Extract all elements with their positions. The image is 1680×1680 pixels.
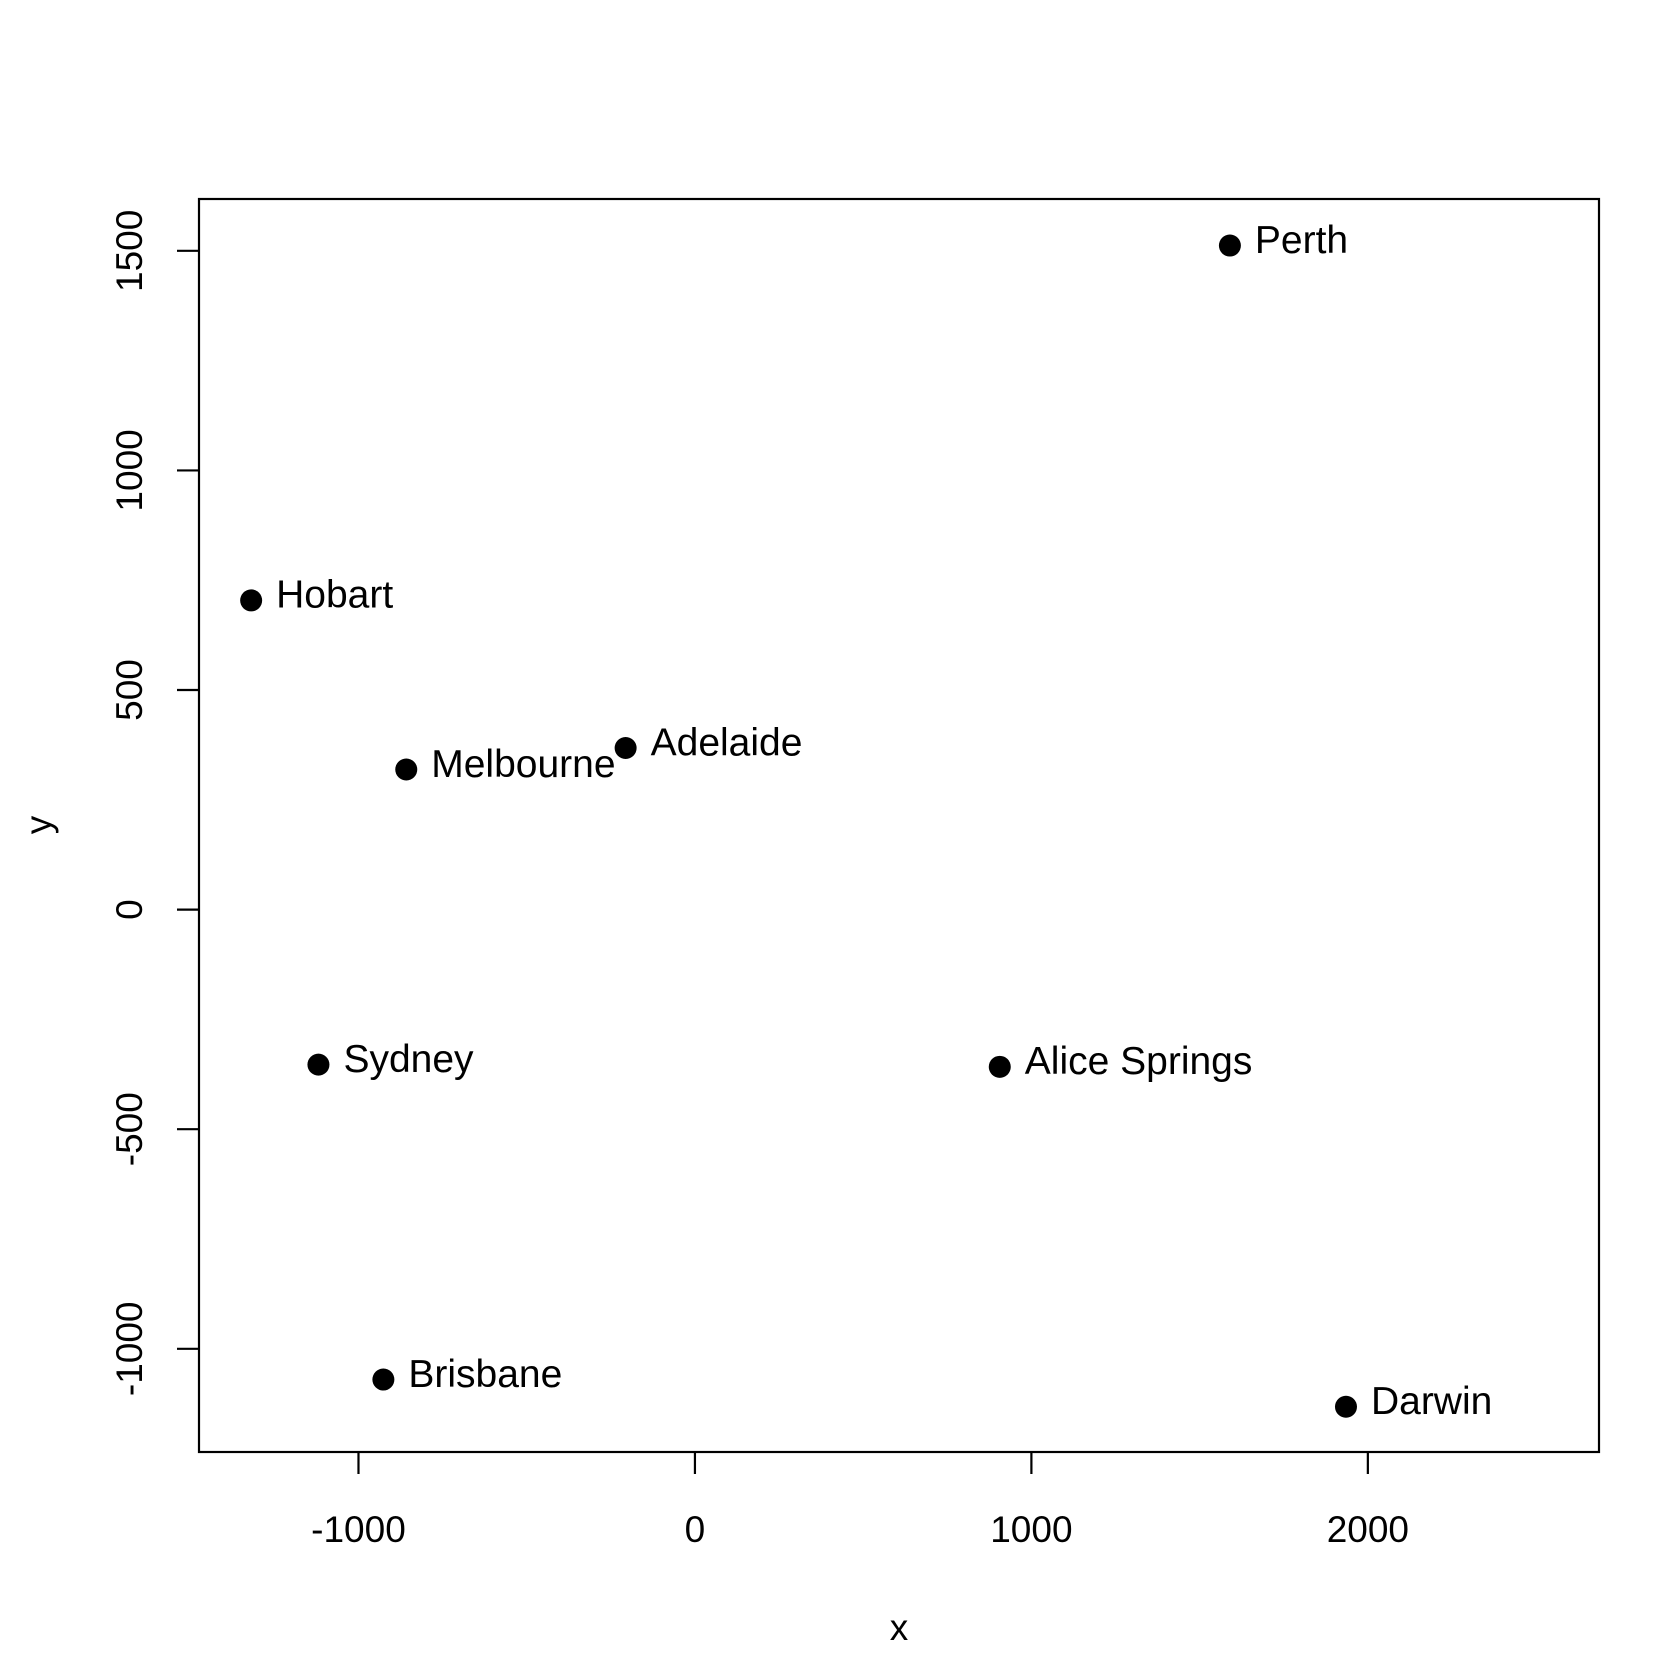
point [1334, 1395, 1357, 1418]
point-label: Adelaide [651, 721, 803, 764]
x-tick-label: 0 [685, 1509, 706, 1550]
plot-box [197, 197, 1601, 1454]
y-tick-label: 500 [109, 659, 150, 721]
y-tick-label: 1000 [109, 429, 150, 511]
point-label: Darwin [1371, 1380, 1492, 1423]
point [307, 1053, 330, 1076]
point-label: Perth [1255, 219, 1348, 262]
point [614, 736, 637, 759]
y-tick-label: -1000 [109, 1301, 150, 1396]
point-label: Brisbane [408, 1353, 562, 1396]
point [988, 1055, 1011, 1078]
y-axis-label: y [18, 815, 59, 834]
x-tick-label: 1000 [990, 1509, 1072, 1550]
point-label: Hobart [276, 574, 393, 617]
y-tick-label: 1500 [109, 210, 150, 292]
point [1218, 234, 1241, 257]
point-label: Alice Springs [1025, 1040, 1253, 1083]
point [240, 589, 263, 612]
x-axis-label: x [890, 1607, 909, 1648]
y-tick-label: 0 [109, 899, 150, 920]
x-tick-label: 2000 [1327, 1509, 1409, 1550]
point [395, 758, 418, 781]
x-tick-label: -1000 [311, 1509, 406, 1550]
point-label: Melbourne [431, 743, 615, 786]
point-label: Sydney [343, 1038, 474, 1081]
y-tick-label: -500 [109, 1092, 150, 1166]
point [372, 1368, 395, 1391]
